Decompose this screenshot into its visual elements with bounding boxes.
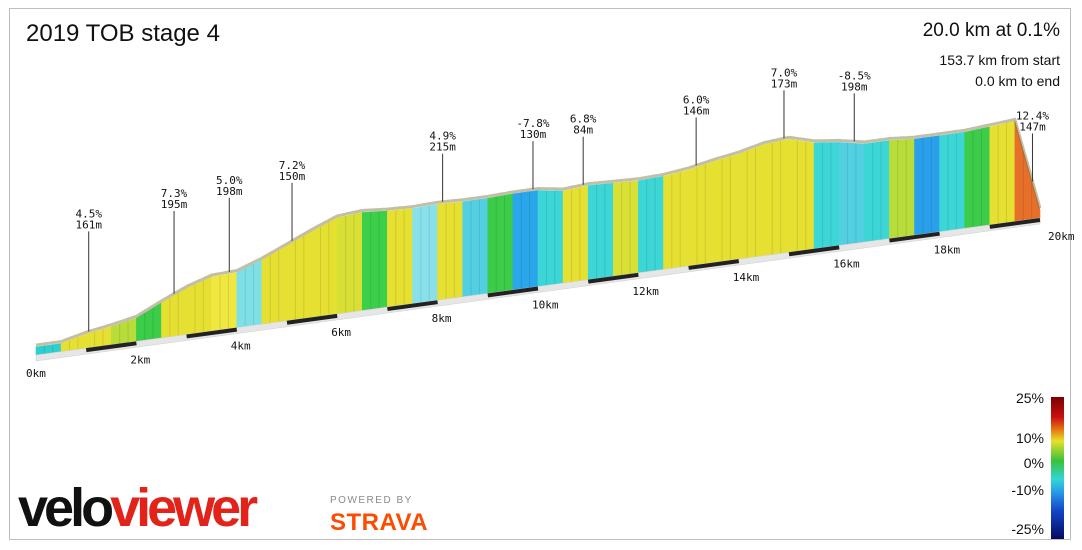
gradient-band <box>889 138 915 239</box>
x-tick-label: 6km <box>331 326 351 339</box>
gradient-band <box>914 135 940 236</box>
gradient-band <box>612 180 639 277</box>
gradient-band <box>487 193 514 294</box>
x-tick-label: 8km <box>432 312 452 325</box>
annotation-gradient: 12.4% <box>1016 109 1049 122</box>
annotation-elevation: 198m <box>841 80 868 93</box>
legend-label-neg10: -10% <box>1011 482 1044 498</box>
x-axis: 0km 2km 4km 6km 8km 10km 12km 14km 16km 18km 20km <box>26 230 1075 380</box>
annotation-elevation: 198m <box>216 185 243 198</box>
gradient-band <box>838 142 865 246</box>
gradient-band <box>387 208 413 308</box>
gradient-band <box>763 138 790 257</box>
km-segment-marker <box>186 327 238 339</box>
chart-frame <box>9 8 1071 540</box>
distance-from-start: 153.7 km from start <box>939 52 1060 68</box>
annotation-elevation: 84m <box>573 124 593 137</box>
annotation-gradient: 6.8% <box>570 113 597 126</box>
gradient-band <box>587 182 614 280</box>
gradient-band <box>512 190 539 291</box>
legend-label-10: 10% <box>1015 430 1044 446</box>
gradient-band <box>211 272 238 332</box>
profile-base <box>35 217 1041 362</box>
annotation-gradient: 5.0% <box>216 174 243 187</box>
x-tick-label: 16km <box>833 257 860 270</box>
veloviewer-logo: veloviewer <box>18 478 318 543</box>
km-segment-marker <box>587 272 639 284</box>
annotation-elevation: 173m <box>771 77 798 90</box>
km-segment-marker <box>989 218 1041 229</box>
km-segment-marker <box>487 286 539 298</box>
annotation-elevation: 147m <box>1019 120 1046 133</box>
annotation-gradient: 7.3% <box>161 187 188 200</box>
gradient-band <box>939 131 966 233</box>
annotation-gradient: 4.9% <box>429 130 456 143</box>
gradient-band <box>412 203 438 304</box>
gradient-band <box>788 138 815 253</box>
annotation-elevation: 146m <box>683 104 710 117</box>
x-tick-label: 4km <box>231 340 251 353</box>
km-segment-marker <box>286 313 338 325</box>
profile-top-edge <box>35 117 1042 347</box>
profile-bands <box>35 117 1042 356</box>
gradient-band <box>713 153 740 263</box>
km-segment-marker <box>788 245 840 257</box>
gradient-band <box>161 287 187 339</box>
gradient-band <box>437 201 464 301</box>
x-tick-label: 18km <box>934 244 961 257</box>
gradient-band <box>537 190 564 287</box>
km-segment-marker <box>85 341 137 353</box>
annotation-gradient: 7.0% <box>771 66 798 79</box>
annotation-elevation: 150m <box>279 170 306 183</box>
gradient-band <box>286 230 313 322</box>
annotation-gradient: -7.8% <box>516 117 549 130</box>
x-tick-label: 2km <box>130 353 150 366</box>
gradient-band <box>638 176 664 274</box>
chart-title: 2019 TOB stage 4 <box>26 20 220 47</box>
annotation-gradient: 6.0% <box>683 93 710 106</box>
distance-to-end: 0.0 km to end <box>975 73 1060 89</box>
annotation-gradient: 4.5% <box>75 207 102 220</box>
strava-logo: STRAVA <box>330 509 429 536</box>
annotation-elevation: 130m <box>520 128 547 141</box>
km-segment-marker <box>688 259 740 270</box>
annotation-elevation: 161m <box>75 218 102 231</box>
gradient-band <box>863 140 890 243</box>
annotation-elevation: 195m <box>161 198 188 211</box>
gradient-band <box>562 185 589 284</box>
annotation-gradient: -8.5% <box>838 69 871 82</box>
annotation-gradient: 7.2% <box>279 159 306 172</box>
svg-text:veloviewer: veloviewer <box>18 478 258 538</box>
legend-label-25: 25% <box>1015 390 1044 406</box>
x-tick-label: 12km <box>632 285 659 298</box>
annotation-elevation: 215m <box>429 141 456 154</box>
gradient-band <box>738 144 765 260</box>
gradient-band <box>336 212 363 315</box>
gradient-legend-bar <box>1051 397 1064 539</box>
gradient-band <box>663 169 689 270</box>
gradient-band <box>813 142 840 250</box>
powered-by-label: POWERED BY <box>330 495 413 506</box>
legend-label-neg25: -25% <box>1011 521 1044 537</box>
annotations: 4.5%161m7.3%195m5.0%198m7.2%150m4.9%215m… <box>75 66 1049 332</box>
gradient-band <box>964 126 991 229</box>
x-tick-label: 10km <box>532 299 559 312</box>
x-tick-label: 14km <box>733 271 760 284</box>
km-segment-marker <box>889 231 940 243</box>
gradient-band <box>462 198 489 298</box>
legend-label-0: 0% <box>1023 455 1044 471</box>
segment-summary: 20.0 km at 0.1% <box>922 20 1060 41</box>
veloviewer-wordmark: veloviewer <box>18 478 262 538</box>
gradient-band <box>311 217 338 318</box>
gradient-band <box>361 210 388 311</box>
gradient-band <box>989 121 1016 226</box>
x-tick-label: 20km <box>1048 230 1075 243</box>
x-tick-label: 0km <box>26 367 46 380</box>
gradient-band <box>688 161 715 267</box>
km-segment-marker <box>387 300 438 312</box>
